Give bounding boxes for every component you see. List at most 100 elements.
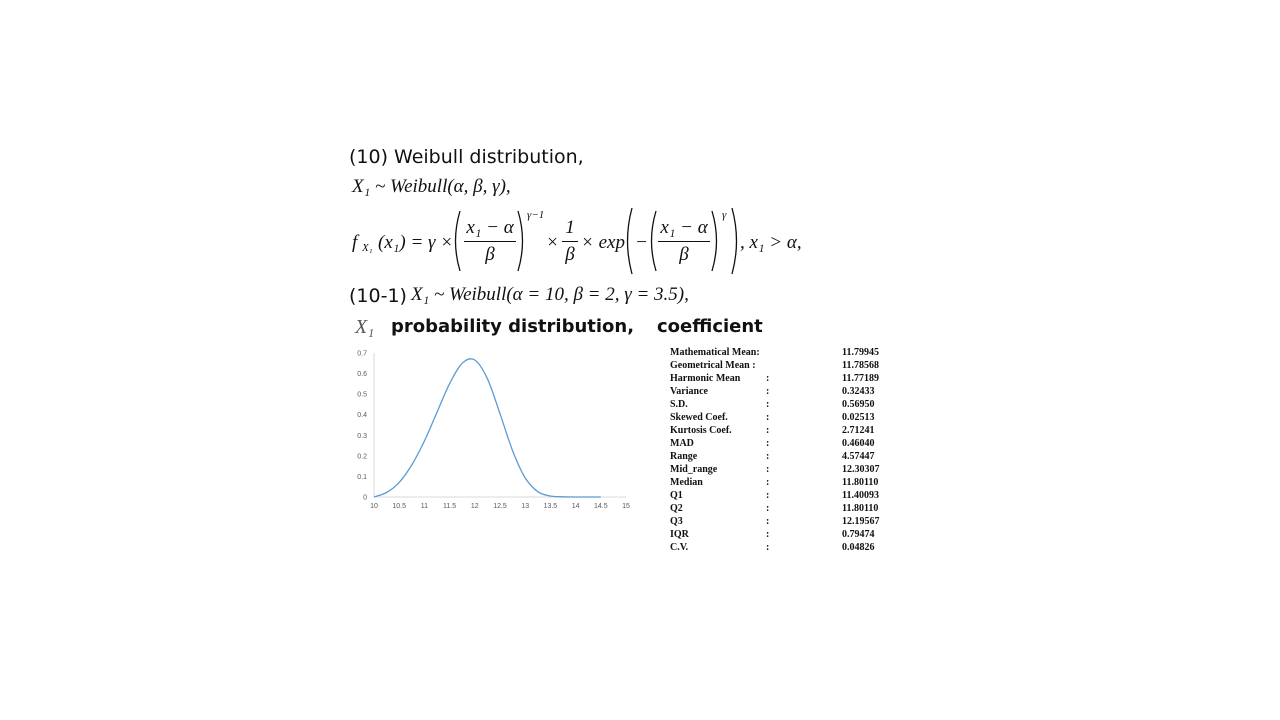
x-tick-label: 13 — [521, 503, 529, 510]
right-paren-1 — [517, 210, 524, 272]
coefficient-label: MAD — [670, 438, 694, 449]
x-tick-label: 14 — [572, 503, 580, 510]
coefficient-value: 12.19567 — [842, 516, 880, 527]
y-tick-label: 0.2 — [357, 453, 367, 460]
coefficient-label: Median — [670, 477, 703, 488]
coefficient-label: Q2 — [670, 503, 683, 514]
coefficient-value: 11.78568 — [842, 360, 879, 371]
fraction-2-denominator: β — [565, 244, 575, 265]
coefficient-label: Variance — [670, 386, 708, 397]
coefficient-label: S.D. — [670, 399, 688, 410]
right-paren-outer — [731, 207, 738, 275]
x-tick-label: 10 — [370, 503, 378, 510]
pdf-condition: , x₁ > α, — [740, 232, 802, 253]
caption-variable: X₁ — [355, 316, 375, 338]
coefficient-separator: : — [766, 386, 770, 397]
pdf-lhs-subscript: X₁ — [362, 242, 373, 254]
subsection-notation: X₁ ~ Weibull(α = 10, β = 2, γ = 3.5), — [411, 284, 689, 305]
coefficient-label: C.V. — [670, 542, 689, 553]
pdf-lhs: f — [352, 232, 358, 253]
coefficient-label: Q1 — [670, 490, 683, 501]
chart-ticks: 0 0.1 0.2 0.3 0.4 0.5 0.6 0.7 10 10.5 11 11.5 12 12.5… — [357, 351, 630, 511]
times-sign: × — [546, 232, 559, 253]
y-tick-label: 0.6 — [357, 371, 367, 378]
coefficient-value: 0.32433 — [842, 386, 875, 397]
x-tick-label: 12.5 — [493, 503, 507, 510]
coefficient-label: Q3 — [670, 516, 683, 527]
coefficient-separator: : — [766, 425, 770, 436]
y-tick-label: 0.3 — [357, 433, 367, 440]
coefficient-label: Geometrical Mean : — [670, 360, 756, 371]
coefficient-value: 0.46040 — [842, 438, 875, 449]
exp-term: × exp — [581, 232, 625, 253]
x-tick-label: 11 — [421, 503, 428, 510]
coefficient-separator: : — [766, 503, 770, 514]
right-paren-3 — [711, 210, 718, 272]
coefficient-separator: : — [766, 477, 770, 488]
y-tick-label: 0 — [363, 495, 367, 502]
coefficient-separator: : — [766, 373, 770, 384]
coefficient-separator: : — [766, 438, 770, 449]
fraction-3-bar — [658, 241, 710, 242]
coefficient-value: 0.56950 — [842, 399, 875, 410]
coefficient-value: 2.71241 — [842, 425, 875, 436]
power-1: γ−1 — [527, 209, 545, 221]
left-paren-1 — [454, 210, 461, 272]
coefficient-separator: : — [766, 529, 770, 540]
coefficient-label: Skewed Coef. — [670, 412, 728, 423]
minus-sign: − — [635, 232, 648, 253]
coefficient-value: 0.79474 — [842, 529, 875, 540]
fraction-3-numerator: x₁ − α — [660, 217, 708, 238]
coefficient-value: 0.02513 — [842, 412, 875, 423]
coefficient-table: Mathematical Mean: 11.79945 Geometrical Me… — [670, 347, 910, 557]
coefficient-value: 11.77189 — [842, 373, 879, 384]
coefficient-value: 11.79945 — [842, 347, 879, 358]
y-tick-label: 0.7 — [357, 351, 367, 358]
coefficient-separator: : — [766, 542, 770, 553]
coefficient-label: IQR — [670, 529, 689, 540]
fraction-3-denominator: β — [679, 244, 689, 265]
coefficient-separator: : — [766, 399, 770, 410]
fraction-1-numerator: x₁ − α — [466, 217, 514, 238]
coefficient-separator: : — [766, 516, 770, 527]
fraction-1-denominator: β — [485, 244, 495, 265]
caption-distribution: probability distribution, — [391, 316, 635, 337]
coefficient-label: Harmonic Mean — [670, 373, 741, 384]
coefficient-separator: : — [766, 412, 770, 423]
coefficient-value: 11.80110 — [842, 503, 879, 514]
fraction-1-bar — [464, 241, 516, 242]
coefficient-label: Kurtosis Coef. — [670, 425, 732, 436]
x-tick-label: 12 — [471, 503, 479, 510]
coefficient-value: 0.04826 — [842, 542, 875, 553]
y-tick-label: 0.5 — [357, 392, 367, 399]
fraction-2-bar — [562, 241, 578, 242]
left-paren-outer — [626, 207, 633, 275]
coefficient-value: 11.80110 — [842, 477, 879, 488]
coefficient-label: Range — [670, 451, 698, 462]
coefficient-separator: : — [766, 451, 770, 462]
coefficient-value: 4.57447 — [842, 451, 875, 462]
x-tick-label: 15 — [622, 503, 630, 510]
y-tick-label: 0.4 — [357, 412, 367, 419]
distribution-notation: X₁ ~ Weibull(α, β, γ), — [352, 176, 511, 197]
left-paren-3 — [650, 210, 657, 272]
coefficient-label: Mathematical Mean: — [670, 347, 760, 358]
x-tick-label: 10.5 — [392, 503, 406, 510]
weibull-pdf-chart: 0 0.1 0.2 0.3 0.4 0.5 0.6 0.7 10 10.5 11 11.5 12 12.5… — [357, 351, 630, 511]
coefficient-separator: : — [766, 464, 770, 475]
coefficient-value: 12.30307 — [842, 464, 880, 475]
coefficient-value: 11.40093 — [842, 490, 879, 501]
chart-axes — [373, 353, 626, 498]
pdf-curve-line — [373, 358, 601, 498]
x-tick-label: 13.5 — [544, 503, 558, 510]
pdf-lhs-argument: (x₁) = γ × — [378, 232, 454, 253]
coefficient-separator: : — [766, 490, 770, 501]
subsection-label: (10-1) — [349, 285, 407, 307]
coefficient-label: Mid_range — [670, 464, 718, 475]
power-3: γ — [722, 209, 727, 221]
y-tick-label: 0.1 — [357, 474, 367, 481]
caption-coefficient: coefficient — [657, 316, 763, 337]
x-tick-label: 11.5 — [443, 503, 456, 510]
x-tick-label: 14.5 — [594, 503, 608, 510]
section-title: (10) Weibull distribution, — [349, 146, 584, 168]
